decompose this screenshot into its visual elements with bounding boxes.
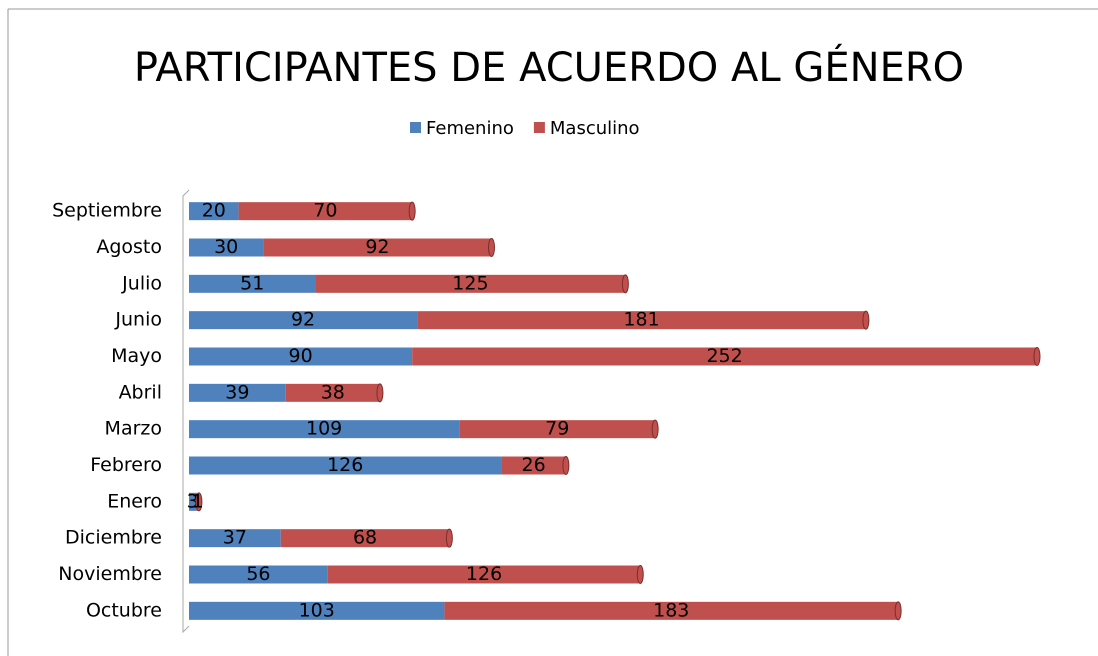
- bar: [285, 383, 380, 402]
- legend-label: Masculino: [550, 118, 640, 139]
- bar-cap: [621, 274, 629, 294]
- bar: [327, 565, 641, 584]
- y-tick-label: Octubre: [86, 599, 162, 621]
- bar: [189, 456, 502, 475]
- value-label: 181: [623, 309, 659, 331]
- value-label: 126: [327, 454, 363, 476]
- axis-wall: [182, 189, 190, 634]
- value-label: 92: [365, 236, 389, 258]
- bar-cap: [376, 383, 384, 403]
- legend-swatch: [533, 122, 545, 133]
- bar: [315, 274, 626, 293]
- legend-label: Femenino: [426, 118, 514, 139]
- bar: [189, 420, 460, 439]
- value-label: 1: [192, 490, 204, 512]
- value-label: 252: [706, 345, 742, 367]
- value-label: 183: [653, 599, 689, 621]
- bar: [189, 565, 328, 584]
- y-tick-label: Enero: [107, 490, 162, 512]
- bar: [501, 456, 566, 475]
- bar: [444, 601, 899, 620]
- value-label: 56: [246, 563, 270, 585]
- bar-cap: [488, 238, 496, 257]
- y-tick-label: Mayo: [111, 345, 162, 367]
- bar-cap: [862, 310, 870, 330]
- y-tick-label: Julio: [121, 272, 162, 294]
- bar: [459, 420, 656, 439]
- bar-cap: [445, 528, 453, 548]
- value-label: 3: [187, 490, 199, 512]
- bar: [280, 529, 450, 548]
- bar: [263, 238, 492, 257]
- bar: [412, 347, 1037, 366]
- value-label: 126: [466, 563, 502, 585]
- value-label: 51: [240, 272, 264, 294]
- legend-swatch: [410, 122, 421, 133]
- value-label: 90: [288, 345, 312, 367]
- value-label: 125: [452, 272, 488, 294]
- bar: [189, 601, 445, 620]
- y-tick-label: Diciembre: [65, 527, 162, 549]
- chart-title: PARTICIPANTES DE ACUERDO AL GÉNERO: [134, 43, 964, 91]
- value-label: 92: [291, 309, 315, 331]
- bar: [189, 311, 418, 330]
- bar-cap: [651, 419, 659, 439]
- bar: [189, 492, 197, 511]
- value-label: 68: [353, 527, 377, 549]
- bar: [189, 274, 316, 293]
- bar-cap: [408, 201, 416, 221]
- value-label: 20: [202, 200, 226, 222]
- value-label: 37: [223, 527, 247, 549]
- bar: [189, 202, 239, 221]
- bar-cap: [894, 601, 902, 621]
- y-tick-label: Septiembre: [52, 200, 162, 222]
- bar: [189, 238, 264, 257]
- bar: [189, 529, 281, 548]
- y-tick-label: Marzo: [105, 418, 162, 440]
- value-label: 39: [225, 381, 249, 403]
- bar: [417, 311, 866, 330]
- y-tick-label: Febrero: [90, 454, 162, 476]
- value-label: 26: [522, 454, 546, 476]
- y-tick-label: Junio: [114, 309, 162, 331]
- value-label: 103: [299, 599, 335, 621]
- y-tick-label: Noviembre: [58, 563, 162, 585]
- value-label: 79: [545, 418, 569, 440]
- value-label: 109: [306, 418, 342, 440]
- bar: [238, 202, 413, 221]
- bar-cap: [195, 492, 203, 512]
- value-label: 38: [321, 381, 345, 403]
- bar-cap: [636, 565, 644, 584]
- value-label: 70: [313, 200, 337, 222]
- value-label: 30: [214, 236, 238, 258]
- bar: [189, 383, 286, 402]
- y-tick-label: Abril: [119, 381, 162, 403]
- bar: [189, 347, 413, 366]
- bar-cap: [1033, 347, 1041, 366]
- y-tick-label: Agosto: [96, 236, 162, 258]
- bar-cap: [562, 456, 570, 475]
